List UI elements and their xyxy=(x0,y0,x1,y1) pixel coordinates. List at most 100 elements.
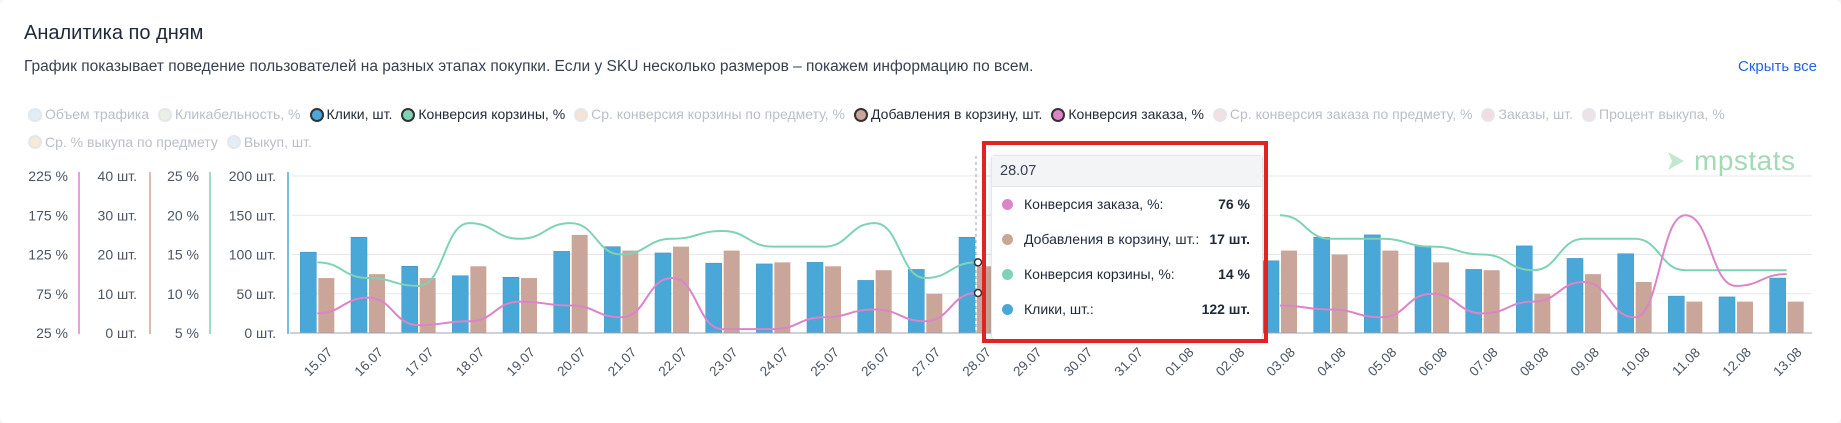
cart-adds-bar xyxy=(369,274,385,333)
clicks-bar xyxy=(350,236,368,334)
clicks-bar xyxy=(300,251,317,334)
legend-dot xyxy=(28,107,42,122)
y-tick-label: 10 % xyxy=(167,286,199,302)
x-tick-label: 11.08 xyxy=(1669,345,1703,379)
tooltip-row-order-conversion: Конверсия заказа, %: 76 % xyxy=(992,187,1262,222)
legend-item[interactable]: Процент выкупа, % xyxy=(1582,102,1725,127)
hover-marker xyxy=(973,258,983,267)
legend-item[interactable]: Конверсия корзины, % xyxy=(401,102,565,127)
x-tick-label: 05.08 xyxy=(1365,345,1400,380)
hover-marker xyxy=(973,288,983,298)
legend-label: Заказы, шт. xyxy=(1498,106,1574,122)
x-tick-label: 28.07 xyxy=(960,345,995,380)
clicks-bar xyxy=(857,280,874,334)
cart-adds-bar xyxy=(1686,301,1703,333)
y-tick-label: 0 шт. xyxy=(105,325,137,341)
cart-adds-bar xyxy=(926,293,943,333)
cart-adds-bar xyxy=(1534,293,1551,333)
x-tick-label: 27.07 xyxy=(909,345,944,380)
legend-item[interactable]: Заказы, шт. xyxy=(1481,102,1573,127)
legend-dot xyxy=(401,107,416,122)
legend-dot xyxy=(226,135,241,149)
x-tick-label: 22.07 xyxy=(656,345,691,380)
tooltip-order-conversion-dot xyxy=(1002,199,1013,210)
legend-label: Конверсия корзины, % xyxy=(418,106,566,122)
order-conversion-line xyxy=(317,277,977,331)
cart-adds-bar xyxy=(622,250,639,333)
legend-label: Клики, шт. xyxy=(326,106,393,122)
legend-dot xyxy=(158,107,173,122)
y-tick-label: 25 % xyxy=(36,325,68,341)
y-tick-label: 175 % xyxy=(28,207,68,223)
tooltip-cart-conversion-dot xyxy=(1002,269,1013,280)
x-tick-label: 26.07 xyxy=(858,345,893,380)
chart-legend: Объем трафика Кликабельность, % Клики, шт.… xyxy=(28,102,1788,157)
hide-all-link[interactable]: Скрыть все xyxy=(1737,58,1817,75)
legend-label: Кликабельность, % xyxy=(175,106,301,122)
legend-item[interactable]: Ср. % выкупа по предмету xyxy=(28,130,218,155)
legend-item[interactable]: Ср. конверсия заказа по предмету, % xyxy=(1212,102,1472,127)
cart-conversion-line xyxy=(317,222,977,287)
legend-item[interactable]: Выкуп, шт. xyxy=(226,130,312,155)
x-tick-label: 19.07 xyxy=(504,345,539,380)
tooltip-row-cart-adds: Добавления в корзину, шт.: 17 шт. xyxy=(992,222,1262,257)
legend-item[interactable]: Кликабельность, % xyxy=(158,102,301,127)
order-conversion-line xyxy=(1279,214,1787,319)
tooltip-row-value: 76 % xyxy=(1218,196,1250,212)
y-tick-label: 0 шт. xyxy=(244,325,276,341)
clicks-bar xyxy=(1718,296,1736,334)
legend-item[interactable]: Объем трафика xyxy=(28,102,149,127)
y-tick-label: 75 % xyxy=(36,286,68,302)
tooltip-highlight-frame xyxy=(982,141,1268,343)
cart-adds-bar xyxy=(673,246,689,333)
legend-dot xyxy=(1212,107,1227,122)
clicks-bar xyxy=(553,251,570,334)
tooltip-row-label: Добавления в корзину, шт.: xyxy=(1024,231,1200,247)
x-tick-label: 18.07 xyxy=(453,345,488,380)
tooltip-date: 28.07 xyxy=(992,156,1262,187)
mpstats-logo: mpstats xyxy=(1664,145,1796,177)
y-tick-label: 30 шт. xyxy=(98,207,137,223)
x-tick-label: 30.07 xyxy=(1061,345,1096,380)
y-tick-label: 50 шт. xyxy=(237,286,276,302)
tooltip-row-value: 122 шт. xyxy=(1201,301,1250,317)
cart-adds-bar xyxy=(1281,250,1297,333)
legend-item[interactable]: Ср. конверсия корзины по предмету, % xyxy=(574,102,845,127)
cart-adds-bar xyxy=(1737,301,1753,333)
cart-adds-bar xyxy=(1331,254,1348,333)
x-tick-label: 29.07 xyxy=(1010,345,1045,380)
x-tick-label: 10.08 xyxy=(1618,345,1653,380)
cart-adds-bar xyxy=(1585,274,1601,333)
cart-adds-bar xyxy=(1635,281,1652,333)
clicks-bar xyxy=(1364,234,1381,334)
tooltip-row-cart-conversion: Конверсия корзины, %: 14 % xyxy=(992,257,1262,292)
x-tick-label: 02.08 xyxy=(1213,345,1248,380)
x-tick-label: 20.07 xyxy=(554,345,589,380)
legend-label: Объем трафика xyxy=(45,106,150,122)
clicks-bar xyxy=(1566,258,1584,334)
legend-item[interactable]: Клики, шт. xyxy=(309,102,393,127)
x-tick-label: 09.08 xyxy=(1568,345,1603,380)
clicks-bar xyxy=(1769,277,1786,334)
legend-item[interactable]: Конверсия заказа, % xyxy=(1051,102,1204,127)
clicks-bar xyxy=(756,263,773,334)
legend-dot xyxy=(1582,107,1597,122)
chart-description: График показывает поведение пользователе… xyxy=(24,58,1034,75)
clicks-bar xyxy=(1465,269,1482,334)
clicks-bar xyxy=(1313,236,1330,334)
cart-adds-bar xyxy=(1433,262,1449,333)
cart-adds-bar xyxy=(318,278,335,333)
x-tick-label: 25.07 xyxy=(808,345,843,380)
clicks-bar xyxy=(908,269,925,334)
clicks-bar xyxy=(806,262,824,334)
y-tick-label: 225 % xyxy=(28,168,68,184)
legend-dot xyxy=(1481,107,1496,122)
cart-adds-bar xyxy=(1483,270,1500,333)
cart-adds-bar xyxy=(1382,250,1399,333)
y-tick-label: 100 шт. xyxy=(229,247,276,263)
legend-item[interactable]: Добавления в корзину, шт. xyxy=(854,102,1042,127)
tooltip-clicks-dot xyxy=(1002,304,1013,315)
x-tick-label: 06.08 xyxy=(1416,345,1451,380)
legend-label: Добавления в корзину, шт. xyxy=(871,106,1043,122)
